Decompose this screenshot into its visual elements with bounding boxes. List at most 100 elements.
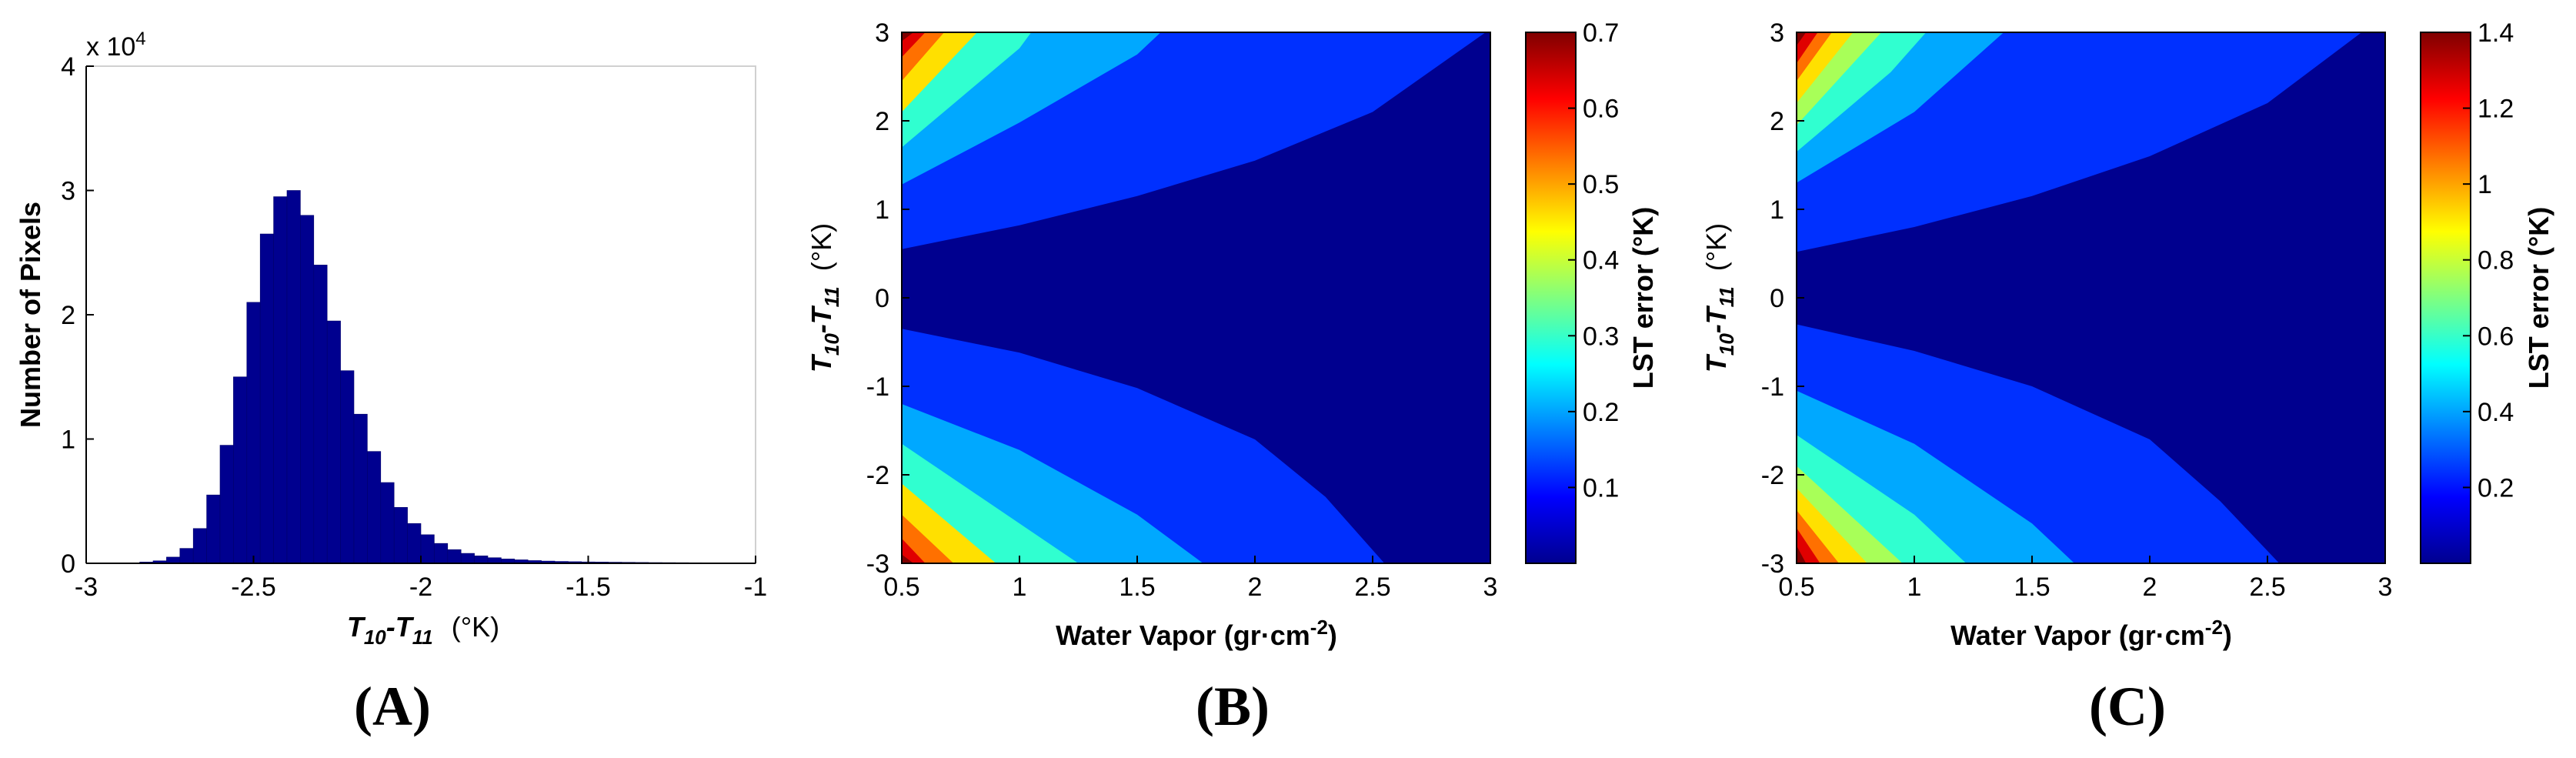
y-tick-label: 1 <box>1770 195 1784 225</box>
colorbar-tick-label: 1.2 <box>2478 95 2514 124</box>
x-tick-label: -1.5 <box>566 573 611 602</box>
panel-c-x-ticks: 0.5 1 1.5 2 2.5 3 <box>1778 556 2392 602</box>
x-tick-label: 0.5 <box>883 573 919 602</box>
panel-a-axes-box <box>85 65 756 564</box>
panel-a-histogram: -3 -2.5 -2 -1.5 -1 0 1 2 3 4 x 104 Number of Pix… <box>15 28 767 737</box>
x-tick-label: 1 <box>1013 573 1027 602</box>
y-tick-label: 2 <box>61 301 75 330</box>
colorbar-tick-label: 0.6 <box>1583 95 1619 124</box>
y-tick-label: 0 <box>875 284 889 313</box>
histogram-bar <box>300 215 315 564</box>
panel-b-contours <box>902 32 1486 563</box>
x-tick-label: 2 <box>1248 573 1263 602</box>
histogram-bar <box>192 528 207 564</box>
histogram-bar <box>246 302 261 564</box>
x-tick-label: 1 <box>1907 573 1922 602</box>
y-tick-label: 1 <box>61 426 75 455</box>
y-tick-label: 2 <box>875 107 889 136</box>
panel-a-x-axis-label: T10-T11 (°K) <box>347 611 499 649</box>
colorbar-tick-label: 1 <box>2478 170 2492 199</box>
y-tick-label: 3 <box>875 18 889 48</box>
histogram-bar <box>206 494 221 564</box>
histogram-bar <box>340 370 355 564</box>
colorbar-tick-label: 0.5 <box>1583 170 1619 199</box>
panel-b-x-axis-label: Water Vapor (gr·cm-2) <box>1056 616 1337 651</box>
x-tick-label: 1.5 <box>2014 573 2050 602</box>
histogram-bar <box>166 556 181 564</box>
histogram-bar <box>487 557 502 564</box>
panel-b-y-axis-label: T10-T11(°K) <box>806 223 843 372</box>
x-tick-label: 0.5 <box>1778 573 1814 602</box>
histogram-bar <box>393 507 408 564</box>
y-tick-label: -2 <box>866 461 889 490</box>
x-tick-label: -2 <box>409 573 432 602</box>
y-tick-label: 0 <box>1770 284 1784 313</box>
panel-c-contours <box>1797 32 2362 563</box>
contour-region-upper <box>1797 32 1807 46</box>
y-tick-label: 2 <box>1770 107 1784 136</box>
histogram-bar <box>460 553 475 564</box>
colorbar-tick-label: 0.3 <box>1583 322 1619 351</box>
panel-c-colorbar-label: LST error (°K) <box>2523 207 2554 389</box>
contour-region-lower <box>902 538 926 563</box>
y-tick-label: 3 <box>61 177 75 206</box>
histogram-bar <box>313 265 328 564</box>
panel-c-y-axis-label: T10-T11(°K) <box>1700 223 1738 372</box>
histogram-bar <box>179 548 194 564</box>
panel-a-y-axis-label: Number of Pixels <box>15 202 46 428</box>
colorbar-tick-label: 0.2 <box>2478 473 2514 503</box>
contour-region-lower <box>1797 546 1807 563</box>
colorbar-tick-label: 0.2 <box>1583 398 1619 427</box>
x-tick-label: 3 <box>2378 573 2393 602</box>
y-tick-label: -1 <box>866 372 889 402</box>
panel-c-letter: (C) <box>2089 676 2166 737</box>
histogram-bar <box>259 233 274 564</box>
panel-b-x-ticks: 0.5 1 1.5 2 2.5 3 <box>883 556 1497 602</box>
contour-region-upper <box>902 32 926 58</box>
x-tick-label: 3 <box>1483 573 1498 602</box>
contour-region-upper <box>902 32 914 42</box>
colorbar-tick-label: 0.1 <box>1583 473 1619 503</box>
colorbar-tick-label: 1.4 <box>2478 18 2514 48</box>
y-tick-label: 4 <box>61 52 75 82</box>
colorbar-tick-label: 0.6 <box>2478 322 2514 351</box>
histogram-bar <box>474 556 489 564</box>
histogram-bar <box>233 376 248 564</box>
panel-b-contour: 0.5 1 1.5 2 2.5 3 -3 -2 -1 0 1 2 3 Water Vapor (gr·… <box>806 18 1659 737</box>
histogram-bar <box>353 413 368 564</box>
panel-b-colorbar-label: LST error (°K) <box>1627 207 1659 389</box>
y-tick-label: 3 <box>1770 18 1784 48</box>
panel-c-y-ticks: -3 -2 -1 0 1 2 3 <box>1761 18 1804 579</box>
contour-region-lower <box>902 514 954 563</box>
contour-region-lower <box>1797 528 1820 563</box>
panel-b-y-ticks: -3 -2 -1 0 1 2 3 <box>866 18 909 579</box>
panel-a-exponent: x 104 <box>86 28 146 62</box>
histogram-bar <box>407 523 422 564</box>
x-tick-label: 2 <box>2143 573 2157 602</box>
histogram-bar <box>286 190 301 564</box>
y-tick-label: -3 <box>866 549 889 579</box>
y-tick-label: -2 <box>1761 461 1784 490</box>
colorbar-tick-label: 0.7 <box>1583 18 1619 48</box>
panel-b-colorbar <box>1525 32 1577 564</box>
histogram-bar <box>273 196 288 564</box>
contour-region-lower <box>902 554 914 563</box>
histogram-bar <box>219 445 234 564</box>
panel-a-letter: (A) <box>354 676 431 737</box>
panel-b-colorbar-ticks: 0.1 0.2 0.3 0.4 0.5 0.6 0.7 <box>1568 18 1619 503</box>
y-tick-label: -3 <box>1761 549 1784 579</box>
panel-c-colorbar-ticks: 0.2 0.4 0.6 0.8 1 1.2 1.4 <box>2463 18 2514 503</box>
y-tick-label: 0 <box>61 549 75 579</box>
x-tick-label: 2.5 <box>2249 573 2285 602</box>
panel-c-contour: 0.5 1 1.5 2 2.5 3 -3 -2 -1 0 1 2 3 Water Vapor (gr·… <box>1700 18 2554 737</box>
panel-c-x-axis-label: Water Vapor (gr·cm-2) <box>1950 616 2232 651</box>
colorbar-tick-label: 0.4 <box>1583 246 1619 275</box>
panel-c-colorbar <box>2420 32 2471 564</box>
x-tick-label: -3 <box>75 573 98 602</box>
panel-b-letter: (B) <box>1196 676 1270 737</box>
y-tick-label: -1 <box>1761 372 1784 402</box>
x-tick-label: 2.5 <box>1354 573 1390 602</box>
panel-a-y-ticks: 0 1 2 3 4 <box>61 52 94 579</box>
histogram-bar <box>326 320 341 564</box>
